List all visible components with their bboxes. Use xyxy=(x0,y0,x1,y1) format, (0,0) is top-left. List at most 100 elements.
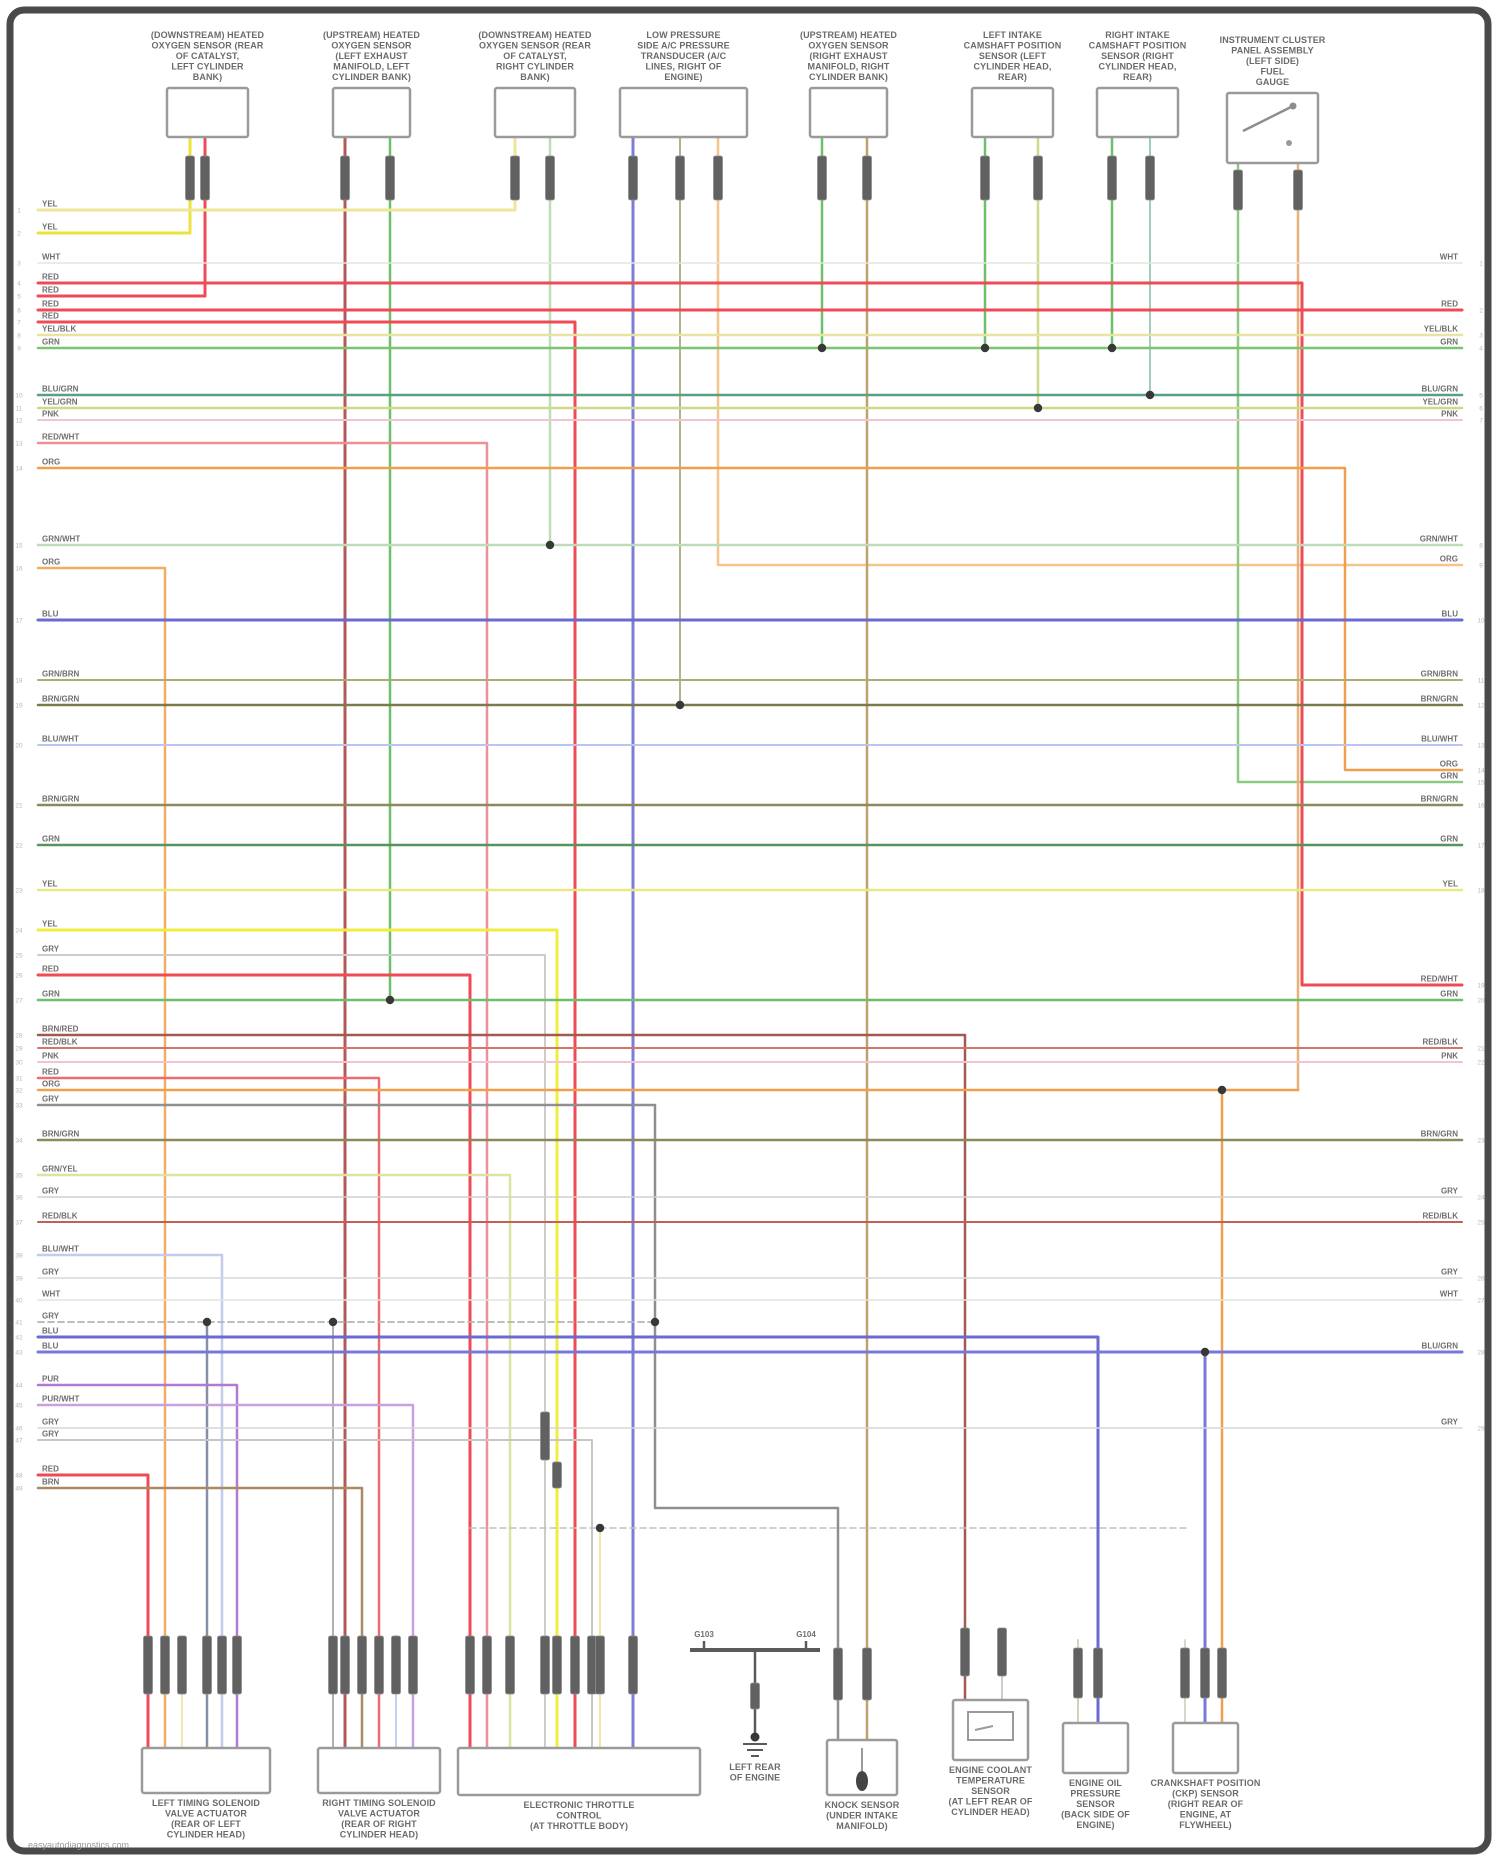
wire xyxy=(36,566,167,1750)
left-pin-number: 34 xyxy=(15,1138,23,1145)
right-pin-label: WHT xyxy=(1440,1290,1458,1299)
inline-connector xyxy=(374,1635,384,1695)
right-pin-label: RED xyxy=(1441,300,1458,309)
left-pin-label: RED/WHT xyxy=(42,433,79,442)
left-pin-number: 39 xyxy=(15,1276,23,1283)
wire xyxy=(36,320,577,1750)
right-pin-number: 4 xyxy=(1479,346,1483,353)
right-pin-number: 25 xyxy=(1477,1220,1485,1227)
right-pin-number: 1 xyxy=(1479,261,1483,268)
left-pin-label: PNK xyxy=(42,1052,59,1061)
left-pin-label: PUR xyxy=(42,1375,59,1384)
left-pin-label: GRY xyxy=(42,1312,60,1321)
ground-label: LEFT REAR OF ENGINE xyxy=(729,1762,781,1783)
inline-connector xyxy=(1180,1647,1190,1699)
right-pin-number: 18 xyxy=(1477,888,1485,895)
right-pin-number: 15 xyxy=(1477,780,1485,787)
inline-connector xyxy=(505,1635,515,1695)
left-pin-label: BRN xyxy=(42,1478,60,1487)
left-pin-label: GRY xyxy=(42,1095,60,1104)
thermistor-symbol-icon xyxy=(967,1711,1014,1741)
wire xyxy=(37,954,546,1749)
right-pin-number: 5 xyxy=(1479,393,1483,400)
right-pin-number: 13 xyxy=(1477,743,1485,750)
inline-connector xyxy=(202,1635,212,1695)
right-pin-label: RED/BLK xyxy=(1422,1038,1458,1047)
left-pin-label: YEL xyxy=(42,223,58,232)
right-pin-number: 20 xyxy=(1477,998,1485,1005)
top-component-box xyxy=(1225,91,1320,165)
inline-connector xyxy=(980,155,990,201)
left-pin-number: 23 xyxy=(15,888,23,895)
junction-dot xyxy=(328,1317,338,1327)
inline-connector xyxy=(200,155,210,201)
inline-connector xyxy=(482,1635,492,1695)
inline-connector xyxy=(750,1682,760,1710)
left-pin-number: 8 xyxy=(17,333,21,340)
right-pin-label: ORG xyxy=(1440,760,1458,769)
right-pin-label: RED/BLK xyxy=(1422,1212,1458,1221)
left-pin-number: 37 xyxy=(15,1220,23,1227)
left-pin-label: BRN/GRN xyxy=(42,1130,80,1139)
inline-connector xyxy=(960,1627,970,1677)
gauge-pivot-icon xyxy=(1289,102,1297,110)
right-pin-label: GRY xyxy=(1441,1268,1459,1277)
wire xyxy=(36,1173,512,1750)
left-pin-label: RED xyxy=(42,1068,59,1077)
right-pin-label: GRN xyxy=(1440,835,1458,844)
inline-connector xyxy=(185,155,195,201)
left-pin-label: BLU xyxy=(42,610,59,619)
left-pin-number: 13 xyxy=(15,441,23,448)
inline-connector xyxy=(1145,155,1155,201)
inline-connector xyxy=(340,1635,350,1695)
left-pin-number: 6 xyxy=(17,308,21,315)
left-pin-label: YEL xyxy=(42,880,58,889)
left-pin-label: RED xyxy=(42,1465,59,1474)
component-label: ELECTRONIC THROTTLE CONTROL (AT THROTTLE B… xyxy=(524,1800,635,1831)
right-pin-number: 21 xyxy=(1477,1046,1485,1053)
left-pin-label: GRN/WHT xyxy=(42,535,80,544)
inline-connector xyxy=(465,1635,475,1695)
left-pin-label: GRN xyxy=(42,338,60,347)
right-pin-label: BLU/GRN xyxy=(1422,385,1459,394)
left-pin-label: YEL/GRN xyxy=(42,398,78,407)
wire xyxy=(36,973,472,1750)
left-pin-number: 26 xyxy=(15,973,23,980)
right-pin-label: GRY xyxy=(1441,1187,1459,1196)
inline-connector xyxy=(1107,155,1117,201)
left-pin-label: BLU/GRN xyxy=(42,385,79,394)
inline-connector xyxy=(408,1635,418,1695)
component-label: KNOCK SENSOR (UNDER INTAKE MANIFOLD) xyxy=(825,1800,900,1831)
wire xyxy=(36,135,192,235)
left-pin-label: ORG xyxy=(42,558,60,567)
left-pin-label: GRY xyxy=(42,945,60,954)
right-pin-label: BRN/GRN xyxy=(1421,695,1459,704)
wire xyxy=(36,1403,415,1750)
right-pin-number: 11 xyxy=(1478,678,1485,685)
inline-connector xyxy=(862,1647,872,1701)
right-pin-number: 10 xyxy=(1477,618,1485,625)
left-pin-label: ORG xyxy=(42,458,60,467)
right-pin-number: 14 xyxy=(1477,768,1485,775)
inline-connector xyxy=(628,155,638,201)
left-pin-label: BRN/RED xyxy=(42,1025,79,1034)
left-pin-number: 17 xyxy=(15,618,23,625)
left-pin-label: GRN/YEL xyxy=(42,1165,78,1174)
wire xyxy=(1236,161,1464,784)
inline-connector xyxy=(391,1635,401,1695)
top-component-box xyxy=(808,86,889,139)
bottom-component-box xyxy=(456,1746,702,1797)
wire xyxy=(36,135,207,298)
left-pin-label: GRY xyxy=(42,1418,60,1427)
left-pin-label: RED xyxy=(42,312,59,321)
junction-dot xyxy=(750,1732,760,1742)
inline-connector xyxy=(143,1635,153,1695)
inline-connector xyxy=(540,1411,550,1461)
right-pin-label: BRN/GRN xyxy=(1421,1130,1459,1139)
left-pin-number: 45 xyxy=(15,1403,23,1410)
page-frame xyxy=(6,6,1492,1855)
top-component-box xyxy=(493,86,577,139)
component-label: ENGINE COOLANT TEMPERATURE SENSOR (AT LEFT … xyxy=(949,1765,1033,1817)
